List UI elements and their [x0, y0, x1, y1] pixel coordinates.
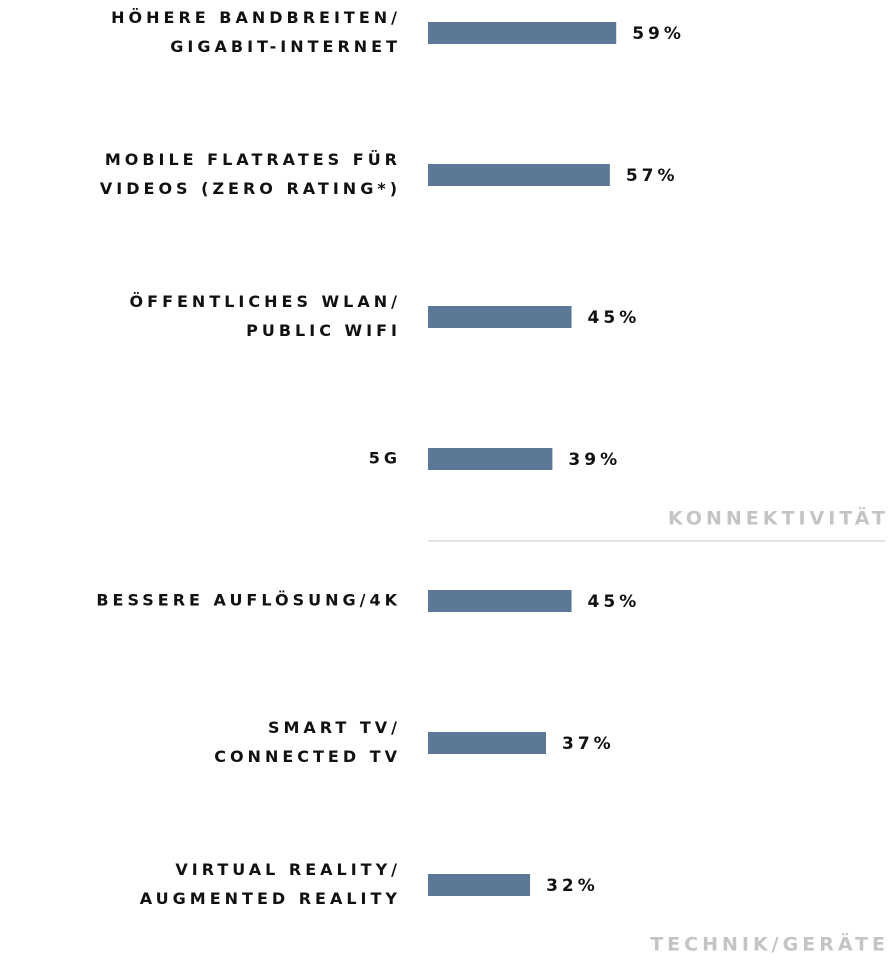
bar [428, 874, 531, 896]
value-label: 57% [626, 166, 679, 186]
bar [428, 306, 572, 328]
value-label: 37% [562, 734, 615, 754]
category-label: VIDEOS (ZERO RATING*) [100, 179, 401, 198]
category-label: BESSERE AUFLÖSUNG/4K [96, 591, 401, 610]
category-label: VIRTUAL REALITY/ [175, 860, 401, 879]
category-label: GIGABIT-INTERNET [170, 37, 401, 56]
bar [428, 732, 547, 754]
value-label: 39% [568, 450, 621, 470]
bar [428, 22, 617, 44]
group-label: KONNEKTIVITÄT [668, 506, 889, 530]
group-label: TECHNIK/GERÄTE [650, 932, 889, 956]
value-label: 32% [546, 876, 599, 896]
category-label: 5G [369, 449, 401, 468]
bar [428, 164, 610, 186]
category-label: MOBILE FLATRATES FÜR [105, 150, 401, 169]
category-label: AUGMENTED REALITY [140, 889, 401, 908]
value-label: 45% [588, 308, 641, 328]
bar [428, 448, 553, 470]
bar [428, 590, 572, 612]
category-label: HÖHERE BANDBREITEN/ [111, 8, 401, 27]
value-label: 45% [588, 592, 641, 612]
category-label: CONNECTED TV [214, 747, 401, 766]
category-label: PUBLIC WIFI [246, 321, 401, 340]
category-label: ÖFFENTLICHES WLAN/ [130, 292, 401, 311]
category-label: SMART TV/ [268, 718, 401, 737]
value-label: 59% [632, 24, 685, 44]
